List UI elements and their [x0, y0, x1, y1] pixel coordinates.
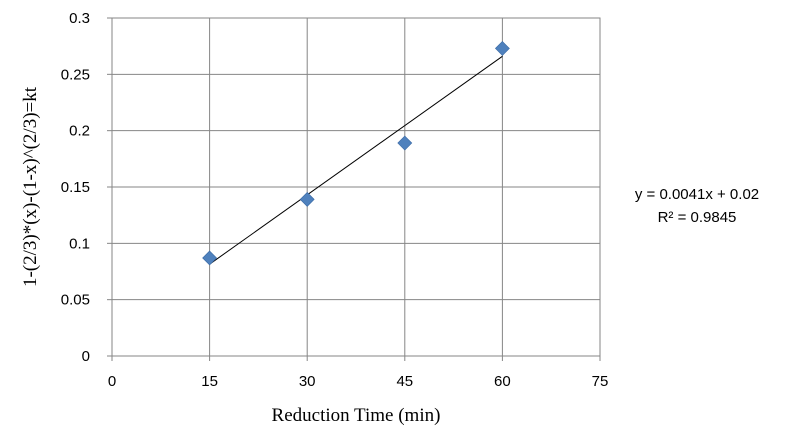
x-tick-label: 15 — [201, 373, 218, 390]
x-tick-label: 75 — [592, 373, 609, 390]
tick-labels: 0 15 30 45 60 75 0 0.05 0.1 0.15 0.2 0.25 0.3 — [61, 10, 609, 390]
data-point — [397, 135, 413, 151]
x-axis-title: Reduction Time (min) — [272, 405, 441, 426]
y-tick-label: 0 — [82, 348, 90, 365]
x-tick-label: 45 — [396, 373, 413, 390]
trendline-equation: y = 0.0041x + 0.02 — [635, 186, 759, 203]
y-tick-label: 0.3 — [69, 10, 90, 27]
y-axis-title: 1-(2/3)*(x)-(1-x)^(2/3)=kt — [20, 86, 41, 287]
axes — [107, 17, 601, 361]
y-tick-label: 0.05 — [61, 292, 90, 309]
trendline — [209, 55, 503, 265]
data-point — [494, 40, 510, 56]
data-points — [202, 40, 510, 266]
x-tick-label: 30 — [299, 373, 316, 390]
x-tick-label: 0 — [108, 373, 116, 390]
x-tick-label: 60 — [494, 373, 511, 390]
data-point — [299, 191, 315, 207]
gridlines — [112, 18, 600, 356]
data-point — [202, 250, 218, 266]
y-tick-label: 0.25 — [61, 66, 90, 83]
r-squared-label: R² = 0.9845 — [658, 209, 737, 226]
y-tick-label: 0.2 — [69, 123, 90, 140]
y-tick-label: 0.1 — [69, 235, 90, 252]
y-tick-label: 0.15 — [61, 179, 90, 196]
